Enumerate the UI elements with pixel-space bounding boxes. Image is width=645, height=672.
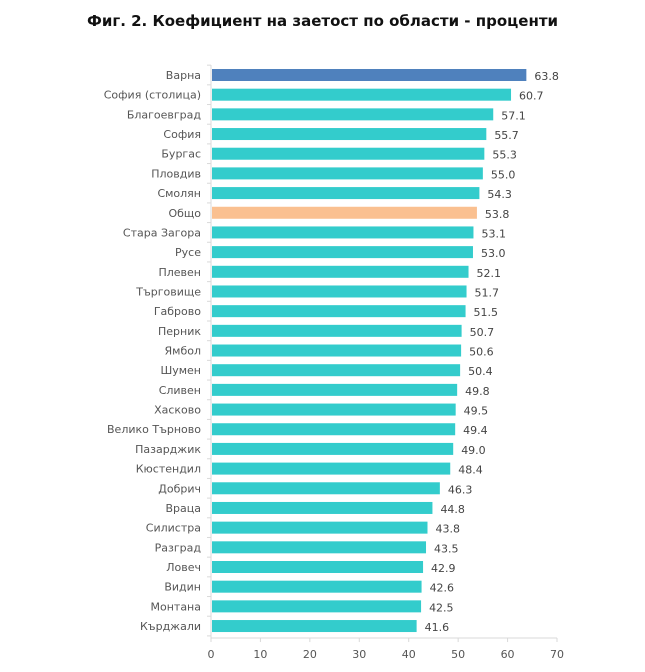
data-label: 49.5 <box>464 405 489 418</box>
data-label: 50.7 <box>470 326 495 339</box>
category-label: Добрич <box>158 482 201 495</box>
category-label: Общо <box>168 207 201 220</box>
data-label: 51.5 <box>474 306 499 319</box>
data-label: 50.4 <box>468 365 493 378</box>
x-tick-label: 70 <box>550 648 564 661</box>
data-label: 42.5 <box>429 601 454 614</box>
category-label: София <box>163 128 201 141</box>
category-label: Кюстендил <box>136 463 201 476</box>
category-label: Видин <box>164 581 201 594</box>
data-label: 48.4 <box>458 464 483 477</box>
bar <box>212 187 480 200</box>
category-label: Бургас <box>161 148 201 161</box>
bar <box>212 442 454 455</box>
data-label: 60.7 <box>519 90 544 103</box>
category-label: Ямбол <box>165 345 202 358</box>
data-label: 55.3 <box>492 149 516 162</box>
bar <box>212 403 456 416</box>
bar <box>212 423 456 436</box>
chart-title: Фиг. 2. Коефициент на заетост по области… <box>86 12 559 30</box>
category-label: Хасково <box>154 404 201 417</box>
category-label: Шумен <box>160 364 201 377</box>
data-label: 57.1 <box>501 109 526 122</box>
x-tick-label: 50 <box>451 648 465 661</box>
data-label: 52.1 <box>477 267 502 280</box>
category-label: Монтана <box>151 600 202 613</box>
data-label: 42.9 <box>431 562 456 575</box>
category-label: Варна <box>166 69 201 82</box>
bar <box>212 561 424 573</box>
data-label: 42.6 <box>430 582 455 595</box>
bar <box>212 285 467 298</box>
x-tick-label: 0 <box>208 648 215 661</box>
data-label: 53.0 <box>481 247 506 260</box>
category-label: Пазарджик <box>135 443 201 456</box>
category-label: Плевен <box>158 266 201 279</box>
bar <box>212 521 428 534</box>
category-label: Велико Търново <box>107 423 201 436</box>
category-label: Сливен <box>159 384 201 397</box>
category-label: Враца <box>166 502 202 515</box>
data-label: 43.8 <box>435 523 460 536</box>
bar <box>212 246 473 259</box>
data-label: 53.8 <box>485 208 510 221</box>
bar <box>212 226 474 239</box>
data-label: 51.7 <box>475 286 500 299</box>
category-label: Русе <box>175 246 201 259</box>
category-label: Габрово <box>154 305 201 318</box>
bar <box>212 108 494 121</box>
bar <box>212 364 461 377</box>
bar <box>212 501 433 514</box>
bar <box>212 147 485 160</box>
x-tick-label: 20 <box>303 648 317 661</box>
data-label: 55.7 <box>494 129 519 142</box>
category-label: Стара Загора <box>123 226 201 239</box>
bar <box>212 344 462 357</box>
bar <box>212 88 512 101</box>
data-label: 41.6 <box>425 621 450 634</box>
x-tick-label: 10 <box>253 648 267 661</box>
bar <box>212 128 487 141</box>
data-label: 49.8 <box>465 385 490 398</box>
bar <box>212 206 477 219</box>
bar <box>212 462 451 475</box>
bar <box>212 482 440 495</box>
bar <box>212 580 422 593</box>
category-label: Търговище <box>135 285 201 298</box>
bar <box>212 541 427 554</box>
x-tick-label: 30 <box>352 648 366 661</box>
category-label: Кърджали <box>140 620 201 633</box>
category-label: Пловдив <box>151 167 201 180</box>
data-label: 50.6 <box>469 346 494 359</box>
data-label: 44.8 <box>440 503 465 516</box>
data-label: 53.1 <box>481 227 506 240</box>
bar <box>212 620 417 633</box>
bar <box>212 600 422 613</box>
bar <box>212 69 527 81</box>
category-label: Ловеч <box>166 561 201 574</box>
x-tick-label: 60 <box>501 648 515 661</box>
data-label: 54.3 <box>487 188 512 201</box>
data-label: 43.5 <box>434 542 459 555</box>
category-label: Разград <box>155 541 202 554</box>
x-tick-label: 40 <box>402 648 416 661</box>
data-label: 63.8 <box>534 70 559 83</box>
category-label: Перник <box>158 325 201 338</box>
bar <box>212 265 469 278</box>
category-label: София (столица) <box>104 89 201 102</box>
data-label: 55.0 <box>491 168 516 181</box>
category-label: Силистра <box>146 522 201 535</box>
data-label: 49.0 <box>461 444 486 457</box>
bar <box>212 383 458 396</box>
bar <box>212 324 462 337</box>
bar <box>212 305 466 318</box>
data-label: 49.4 <box>463 424 488 437</box>
data-label: 46.3 <box>448 483 473 496</box>
category-label: Благоевград <box>127 108 202 121</box>
category-label: Смолян <box>157 187 201 200</box>
bar <box>212 167 483 180</box>
